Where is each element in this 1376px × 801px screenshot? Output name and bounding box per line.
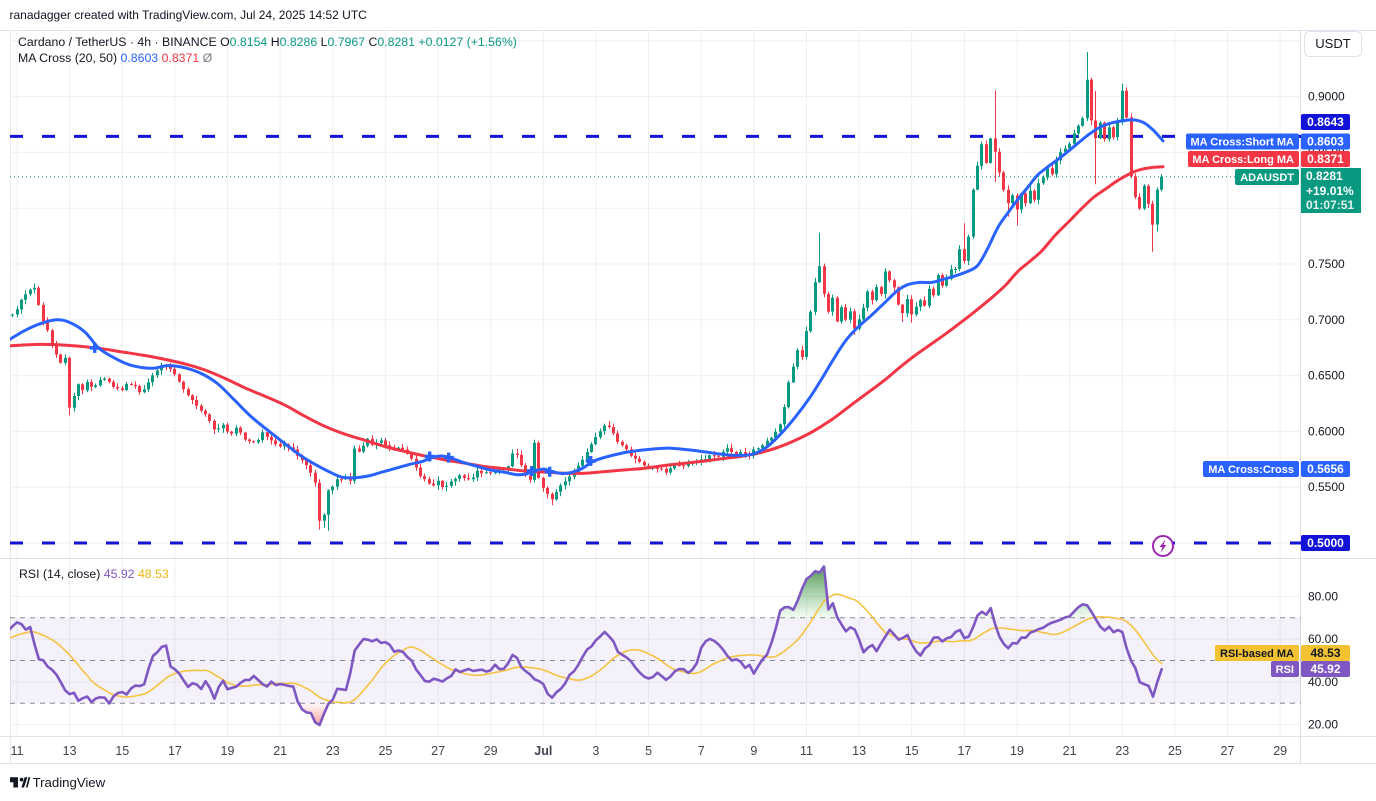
svg-text:0.8643: 0.8643 — [1307, 115, 1344, 129]
svg-text:MA Cross:Short MA: MA Cross:Short MA — [1191, 137, 1295, 149]
svg-text:Jul: Jul — [534, 744, 552, 758]
svg-text:RSI: RSI — [1276, 664, 1294, 676]
svg-text:40.00: 40.00 — [1308, 675, 1338, 689]
svg-text:23: 23 — [326, 744, 340, 758]
svg-text:20.00: 20.00 — [1308, 718, 1338, 732]
svg-text:MA Cross:Cross: MA Cross:Cross — [1208, 464, 1294, 476]
svg-text:17: 17 — [168, 744, 182, 758]
svg-text:ranadagger created with Tradin: ranadagger created with TradingView.com,… — [10, 8, 368, 22]
svg-text:60.00: 60.00 — [1308, 632, 1338, 646]
svg-text:MA Cross (20, 50) 0.8603 0.83: MA Cross (20, 50) 0.8603 0.8371 Ø — [18, 51, 213, 65]
svg-text:RSI (14, close) 45.92 48.53: RSI (14, close) 45.92 48.53 — [19, 567, 169, 581]
svg-text:15: 15 — [115, 744, 129, 758]
svg-text:3: 3 — [592, 744, 599, 758]
svg-text:13: 13 — [852, 744, 866, 758]
svg-text:0.5000: 0.5000 — [1307, 536, 1344, 550]
svg-text:15: 15 — [905, 744, 919, 758]
svg-text:ADAUSDT: ADAUSDT — [1240, 172, 1294, 184]
svg-text:11: 11 — [800, 744, 813, 758]
svg-text:0.8371: 0.8371 — [1307, 152, 1344, 166]
svg-text:29: 29 — [1273, 744, 1287, 758]
svg-text:MA Cross:Long MA: MA Cross:Long MA — [1192, 154, 1294, 166]
svg-text:11: 11 — [11, 744, 24, 758]
svg-text:0.8603: 0.8603 — [1307, 135, 1344, 149]
svg-text:0.5500: 0.5500 — [1308, 480, 1345, 494]
svg-text:25: 25 — [1168, 744, 1182, 758]
svg-text:01:07:51: 01:07:51 — [1306, 198, 1354, 212]
svg-text:25: 25 — [378, 744, 392, 758]
svg-text:9: 9 — [750, 744, 757, 758]
svg-text:0.7500: 0.7500 — [1308, 257, 1345, 271]
svg-text:+19.01%: +19.01% — [1306, 184, 1354, 198]
svg-text:0.7000: 0.7000 — [1308, 313, 1345, 327]
svg-text:7: 7 — [698, 744, 705, 758]
svg-text:19: 19 — [221, 744, 235, 758]
svg-text:0.9000: 0.9000 — [1308, 90, 1345, 104]
svg-text:27: 27 — [1221, 744, 1235, 758]
svg-text:48.53: 48.53 — [1310, 646, 1340, 660]
svg-text:17: 17 — [957, 744, 971, 758]
svg-text:27: 27 — [431, 744, 445, 758]
svg-text:0.6500: 0.6500 — [1308, 369, 1345, 383]
svg-text:19: 19 — [1010, 744, 1024, 758]
svg-text:Cardano / TetherUS · 4h · BINA: Cardano / TetherUS · 4h · BINANCE O0.815… — [18, 35, 517, 49]
svg-text:0.5656: 0.5656 — [1307, 462, 1344, 476]
svg-text:USDT: USDT — [1315, 36, 1350, 51]
svg-text:45.92: 45.92 — [1310, 662, 1340, 676]
svg-text:RSI-based MA: RSI-based MA — [1220, 648, 1294, 660]
svg-text:23: 23 — [1115, 744, 1129, 758]
svg-text:0.8281: 0.8281 — [1306, 169, 1343, 183]
svg-text:5: 5 — [645, 744, 652, 758]
svg-text:80.00: 80.00 — [1308, 589, 1338, 603]
svg-text:21: 21 — [1063, 744, 1077, 758]
svg-text:21: 21 — [273, 744, 287, 758]
svg-text:29: 29 — [484, 744, 498, 758]
svg-text:0.6000: 0.6000 — [1308, 424, 1345, 438]
svg-text:13: 13 — [63, 744, 77, 758]
svg-text:TradingView: TradingView — [33, 775, 106, 790]
